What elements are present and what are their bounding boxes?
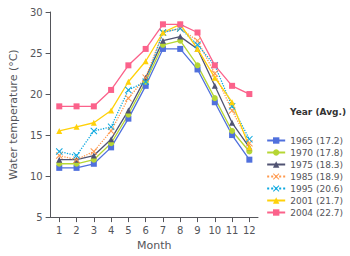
svg-text:4: 4 (108, 225, 114, 236)
svg-text:1985 (18.9): 1985 (18.9) (290, 172, 343, 182)
svg-text:7: 7 (160, 225, 166, 236)
svg-text:1965 (17.2): 1965 (17.2) (290, 136, 343, 146)
svg-text:Water temperature (°C): Water temperature (°C) (7, 49, 20, 179)
svg-text:10: 10 (30, 171, 43, 182)
svg-text:1: 1 (56, 225, 62, 236)
svg-text:2004 (22.7): 2004 (22.7) (290, 208, 343, 218)
svg-text:12: 12 (243, 225, 256, 236)
svg-text:8: 8 (177, 225, 183, 236)
svg-text:6: 6 (142, 225, 148, 236)
svg-text:2001 (21.7): 2001 (21.7) (290, 196, 343, 206)
svg-text:25: 25 (30, 48, 43, 59)
svg-text:1995 (20.6): 1995 (20.6) (290, 184, 343, 194)
svg-text:2: 2 (73, 225, 79, 236)
svg-text:1975 (18.3): 1975 (18.3) (290, 160, 343, 170)
svg-text:10: 10 (208, 225, 221, 236)
svg-text:9: 9 (194, 225, 200, 236)
svg-text:3: 3 (91, 225, 97, 236)
svg-text:Year (Avg.): Year (Avg.) (289, 107, 346, 117)
svg-text:11: 11 (226, 225, 239, 236)
svg-text:5: 5 (36, 212, 42, 223)
svg-text:Month: Month (137, 239, 172, 252)
svg-text:15: 15 (30, 130, 43, 141)
svg-text:5: 5 (125, 225, 131, 236)
svg-text:30: 30 (30, 7, 43, 18)
svg-text:20: 20 (30, 89, 43, 100)
svg-text:1970 (17.8): 1970 (17.8) (290, 148, 343, 158)
